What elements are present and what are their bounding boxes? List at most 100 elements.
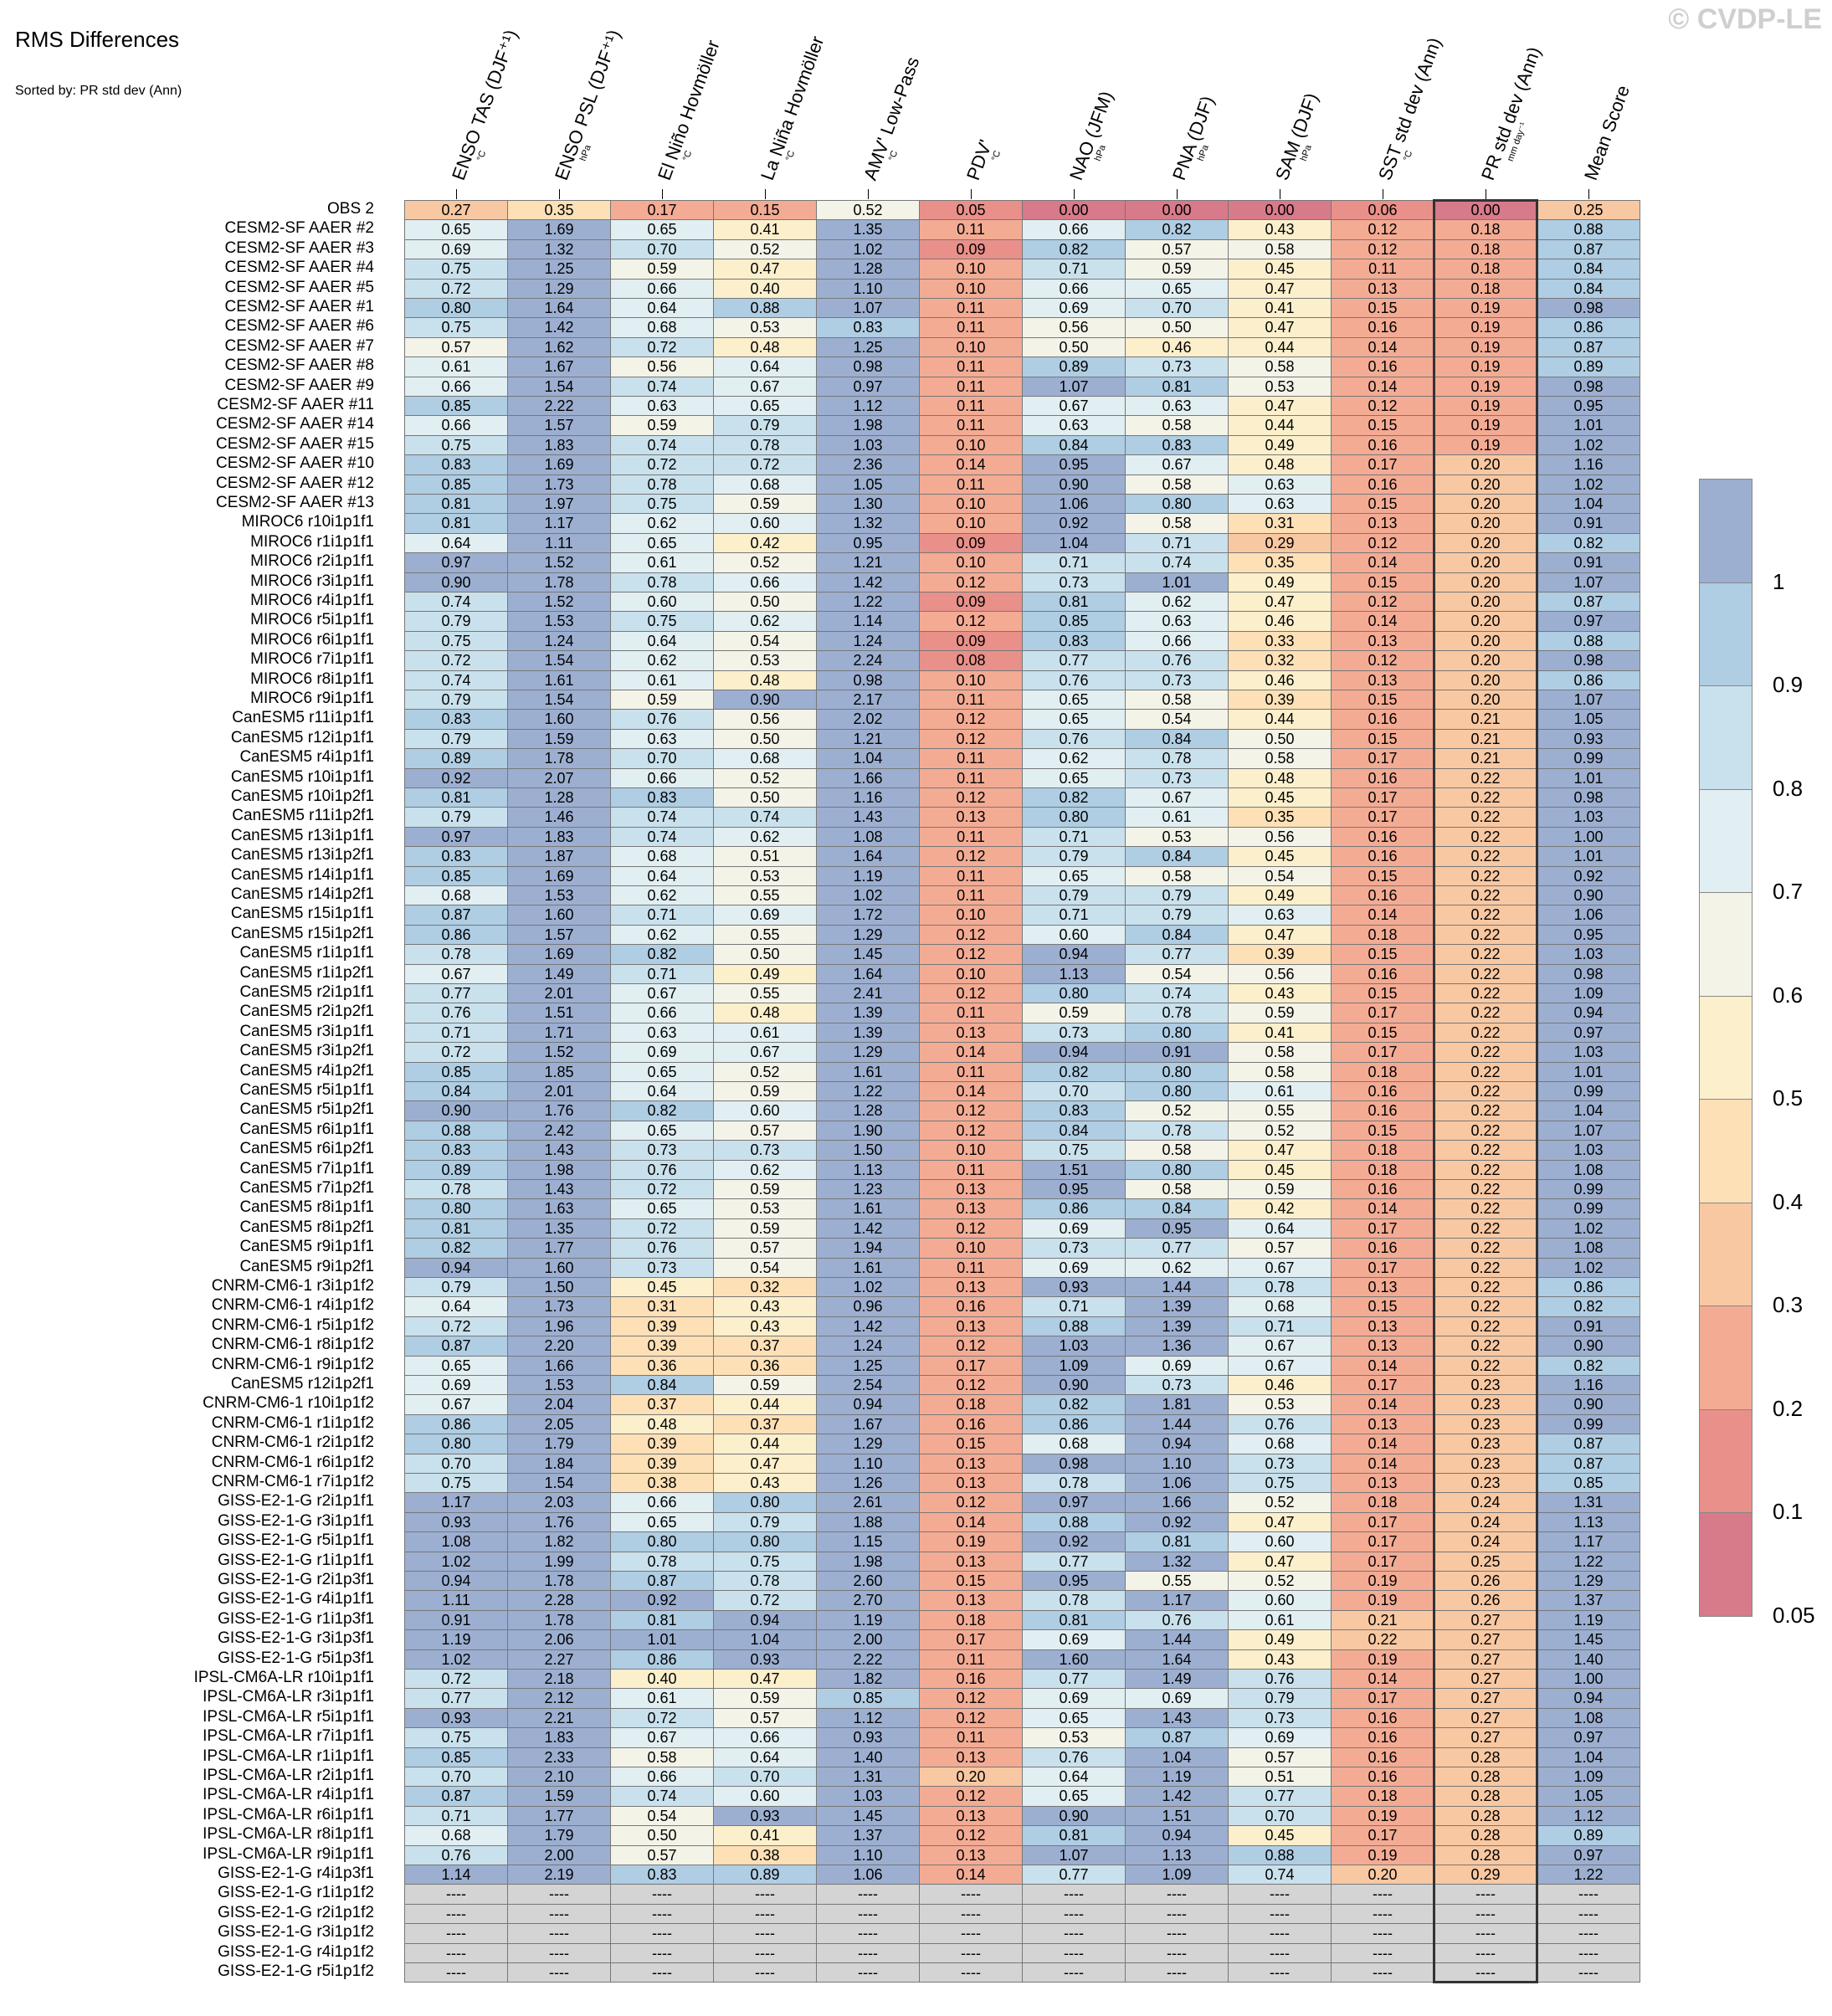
table-cell: 0.74 (610, 1786, 714, 1807)
colorbar-label: 0.05 (1773, 1602, 1815, 1628)
table-cell: 1.51 (1022, 1159, 1126, 1180)
row-label: CESM2-SF AAER #15 (215, 434, 374, 453)
table-cell: ---- (816, 1962, 920, 1983)
table-cell: 1.04 (1022, 532, 1126, 554)
table-cell: ---- (713, 1962, 817, 1983)
table-cell: 0.28 (1434, 1825, 1537, 1846)
table-cell: 0.49 (713, 963, 817, 984)
table-cell: 1.49 (507, 963, 611, 984)
table-cell: 0.37 (713, 1336, 817, 1357)
table-cell: 0.22 (1434, 1140, 1537, 1161)
table-cell: 0.51 (713, 846, 817, 867)
table-cell: 0.70 (1125, 298, 1229, 319)
table-cell: 0.62 (1022, 748, 1126, 769)
row-label: CanESM5 r13i1p2f1 (230, 846, 374, 864)
table-cell: ---- (1537, 1962, 1640, 1983)
table-cell: 0.76 (1022, 1747, 1126, 1767)
table-cell: 0.15 (1331, 944, 1434, 965)
table-cell: 0.60 (610, 592, 714, 613)
table-cell: 0.95 (816, 532, 920, 554)
table-cell: 0.21 (1434, 709, 1537, 730)
table-cell: 0.11 (919, 1061, 1023, 1082)
table-cell: 0.84 (1125, 846, 1229, 867)
row-label: CNRM-CM6-1 r8i1p1f2 (211, 1336, 374, 1354)
table-cell: 0.98 (816, 669, 920, 690)
table-cell: 2.20 (507, 1336, 611, 1357)
table-cell: 0.99 (1537, 748, 1640, 769)
table-cell: 1.64 (1125, 1649, 1229, 1670)
table-cell: 0.36 (610, 1355, 714, 1376)
table-cell: 2.00 (507, 1844, 611, 1865)
table-cell: 0.47 (1228, 1511, 1332, 1533)
table-cell: ---- (404, 1942, 508, 1963)
table-cell: 0.71 (1022, 552, 1126, 573)
chart-title: RMS Differences (15, 27, 180, 52)
table-cell: 0.43 (713, 1316, 817, 1337)
table-cell: 0.59 (713, 1688, 817, 1709)
table-cell: 0.79 (1125, 885, 1229, 906)
table-cell: 0.19 (1331, 1805, 1434, 1827)
table-cell: 0.16 (1331, 885, 1434, 906)
table-cell: 1.19 (404, 1629, 508, 1650)
table-cell: 1.02 (816, 1277, 920, 1298)
table-cell: 1.01 (1125, 572, 1229, 592)
table-cell: ---- (1125, 1962, 1229, 1983)
table-cell: 1.43 (816, 807, 920, 828)
table-cell: 0.58 (610, 1747, 714, 1767)
table-cell: 1.02 (404, 1649, 508, 1670)
table-cell: 0.88 (1537, 219, 1640, 240)
table-cell: 0.80 (404, 1434, 508, 1454)
table-cell: 0.72 (610, 1218, 714, 1239)
table-cell: 0.68 (1022, 1434, 1126, 1454)
table-cell: 0.61 (713, 1022, 817, 1044)
table-cell: 0.45 (610, 1277, 714, 1298)
table-cell: 0.64 (610, 630, 714, 652)
table-cell: 0.87 (1125, 1727, 1229, 1748)
table-cell: 0.86 (1537, 669, 1640, 690)
table-cell: 0.15 (1331, 690, 1434, 710)
row-label: CNRM-CM6-1 r5i1p1f2 (211, 1316, 374, 1334)
table-cell: 0.92 (610, 1590, 714, 1611)
table-cell: ---- (1537, 1884, 1640, 1905)
table-cell: 2.27 (507, 1649, 611, 1670)
colorbar-label: 0.1 (1773, 1499, 1804, 1524)
table-cell: 0.15 (1331, 865, 1434, 886)
table-cell: 1.12 (816, 1707, 920, 1729)
table-cell: 1.63 (507, 1198, 611, 1219)
table-cell: 0.46 (1228, 669, 1332, 690)
table-cell: 1.44 (1125, 1277, 1229, 1298)
row-label: MIROC6 r7i1p1f1 (250, 650, 374, 669)
table-cell: 0.57 (404, 336, 508, 358)
table-cell: 0.88 (1022, 1511, 1126, 1533)
table-cell: 0.55 (713, 983, 817, 1004)
table-cell: 0.43 (1228, 1649, 1332, 1670)
table-cell: 0.97 (1537, 1022, 1640, 1044)
colorbar-swatch (1699, 1306, 1752, 1410)
table-cell: 0.22 (1434, 1277, 1537, 1298)
table-cell: 0.22 (1434, 1336, 1537, 1357)
table-cell: 0.83 (610, 787, 714, 808)
row-label: GISS-E2-1-G r1i1p1f1 (218, 1551, 374, 1569)
table-cell: 0.23 (1434, 1413, 1537, 1435)
table-cell: 0.47 (1228, 1551, 1332, 1572)
table-cell: 1.57 (507, 415, 611, 436)
table-cell: 0.59 (1228, 1003, 1332, 1023)
table-cell: 0.85 (404, 1061, 508, 1082)
table-cell: 1.79 (507, 1825, 611, 1846)
row-label: IPSL-CM6A-LR r7i1p1f1 (203, 1727, 374, 1746)
table-cell: 0.84 (404, 1081, 508, 1102)
table-cell: 0.13 (919, 1277, 1023, 1298)
table-cell: 1.31 (816, 1767, 920, 1788)
table-cell: 0.16 (1331, 846, 1434, 867)
table-cell: 0.96 (816, 1296, 920, 1317)
table-cell: 0.94 (1125, 1825, 1229, 1846)
table-cell: 1.39 (1125, 1296, 1229, 1317)
row-label: CESM2-SF AAER #6 (224, 317, 374, 336)
colorbar-label: 0.7 (1773, 879, 1804, 904)
table-cell: ---- (507, 1942, 611, 1963)
row-label: CESM2-SF AAER #7 (224, 336, 374, 355)
table-cell: 1.99 (507, 1551, 611, 1572)
table-cell: 1.00 (1537, 1669, 1640, 1690)
table-cell: 1.31 (1537, 1492, 1640, 1513)
table-cell: 0.67 (404, 1394, 508, 1415)
